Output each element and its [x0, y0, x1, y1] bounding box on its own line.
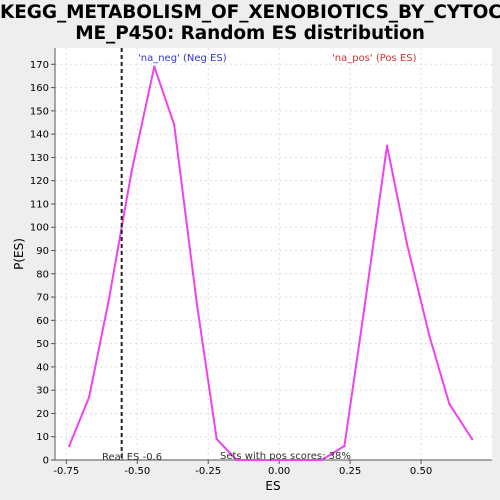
data-point: [195, 302, 199, 306]
y-tick-label: 0: [43, 456, 49, 467]
data-point: [320, 458, 323, 462]
y-tick-label: 80: [36, 269, 49, 280]
y-tick-label: 10: [36, 432, 49, 443]
data-point: [363, 307, 366, 310]
y-tick-label: 60: [36, 316, 49, 327]
grid-lines: [55, 48, 492, 461]
es-distribution-line: [68, 65, 473, 461]
data-point: [470, 437, 474, 441]
y-tick-label: 20: [36, 409, 49, 420]
data-point: [300, 458, 304, 462]
tick-marks: 0 10 20 30 40 50 60 70 80 90 100 110 120 130 140 150 160…: [30, 60, 432, 477]
y-tick-label: 70: [36, 293, 49, 304]
data-point: [87, 395, 91, 399]
y-tick-label: 50: [36, 339, 49, 350]
y-tick-label: 170: [30, 60, 49, 71]
data-point: [153, 65, 156, 68]
chart-title-line-2: ME_P450: Random ES distribution: [75, 23, 425, 44]
data-point: [448, 402, 451, 406]
legend-pos-label: 'na_pos' (Pos ES): [332, 53, 417, 64]
data-point: [215, 437, 218, 441]
real-es-label: Real ES -0.6: [102, 452, 162, 463]
series-layer: [67, 65, 474, 462]
y-tick-label: 160: [30, 83, 49, 94]
x-tick-label: 0.25: [339, 466, 361, 477]
data-point: [255, 458, 258, 462]
data-point: [172, 123, 176, 127]
data-point: [130, 170, 133, 173]
y-tick-label: 150: [30, 106, 49, 117]
data-point: [235, 458, 238, 462]
y-tick-label: 90: [36, 246, 49, 257]
x-tick-label: 0.00: [268, 466, 290, 477]
y-tick-label: 30: [36, 386, 49, 397]
chart-title-line-1: KEGG_METABOLISM_OF_XENOBIOTICS_BY_CYTOCH…: [0, 2, 500, 23]
data-point: [343, 444, 346, 448]
data-point: [277, 458, 281, 462]
y-tick-label: 40: [36, 362, 49, 373]
pos-scores-label: Sets with pos scores: 38%: [220, 451, 351, 462]
data-point: [67, 444, 71, 448]
x-axis-title: ES: [265, 479, 280, 493]
x-tick-label: -0.75: [53, 466, 79, 477]
y-axis-title: P(ES): [12, 238, 26, 270]
x-tick-label: 0.50: [410, 466, 432, 477]
plot-background: [55, 48, 492, 460]
x-tick-label: -0.25: [195, 466, 221, 477]
y-tick-label: 100: [30, 223, 49, 234]
data-point: [428, 335, 431, 338]
data-point: [405, 242, 409, 245]
legend-neg-label: 'na_neg' (Neg ES): [138, 53, 227, 64]
y-tick-label: 130: [30, 153, 49, 164]
y-tick-label: 110: [30, 199, 49, 210]
y-tick-label: 140: [30, 130, 49, 141]
y-tick-label: 120: [30, 176, 49, 187]
data-point: [107, 298, 111, 301]
data-point: [385, 144, 389, 147]
x-tick-label: -0.50: [124, 466, 150, 477]
